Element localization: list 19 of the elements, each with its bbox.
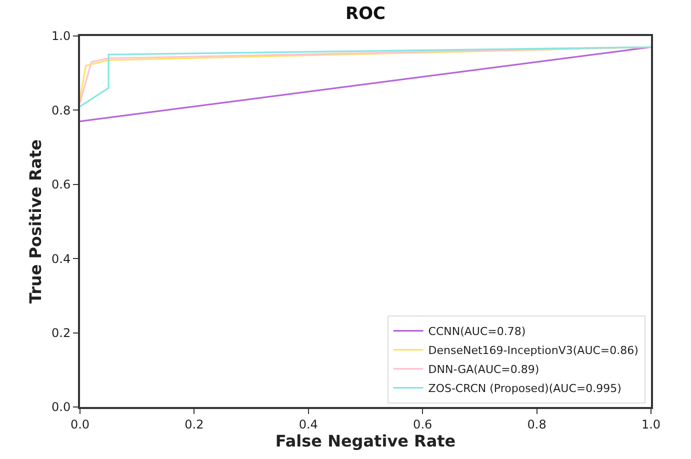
x-tick-label: 0.4 [298,417,318,432]
x-tick-label: 0.0 [70,417,90,432]
y-tick-label: 0.2 [52,326,71,340]
legend-label: DenseNet169-InceptionV3(AUC=0.86) [428,344,638,358]
x-tick-label: 0.8 [527,417,546,432]
y-tick-label: 0.6 [52,178,71,192]
y-tick-label: 1.0 [52,29,71,44]
legend-label: DNN-GA(AUC=0.89) [428,363,540,376]
legend-label: ZOS-CRCN (Proposed)(AUC=0.995) [428,382,622,396]
x-tick-label: 0.6 [413,417,432,432]
x-axis-title: False Negative Rate [275,431,456,450]
x-tick-label: 0.2 [184,417,204,432]
y-axis-title: True Positive Rate [26,139,45,304]
chart-title: ROC [345,4,386,24]
y-tick-label: 0.8 [52,103,71,118]
y-tick-label: 0.0 [52,400,71,414]
y-tick-label: 0.4 [52,252,71,266]
legend-label: CCNN(AUC=0.78) [428,325,526,338]
x-tick-label: 1.0 [641,417,661,432]
